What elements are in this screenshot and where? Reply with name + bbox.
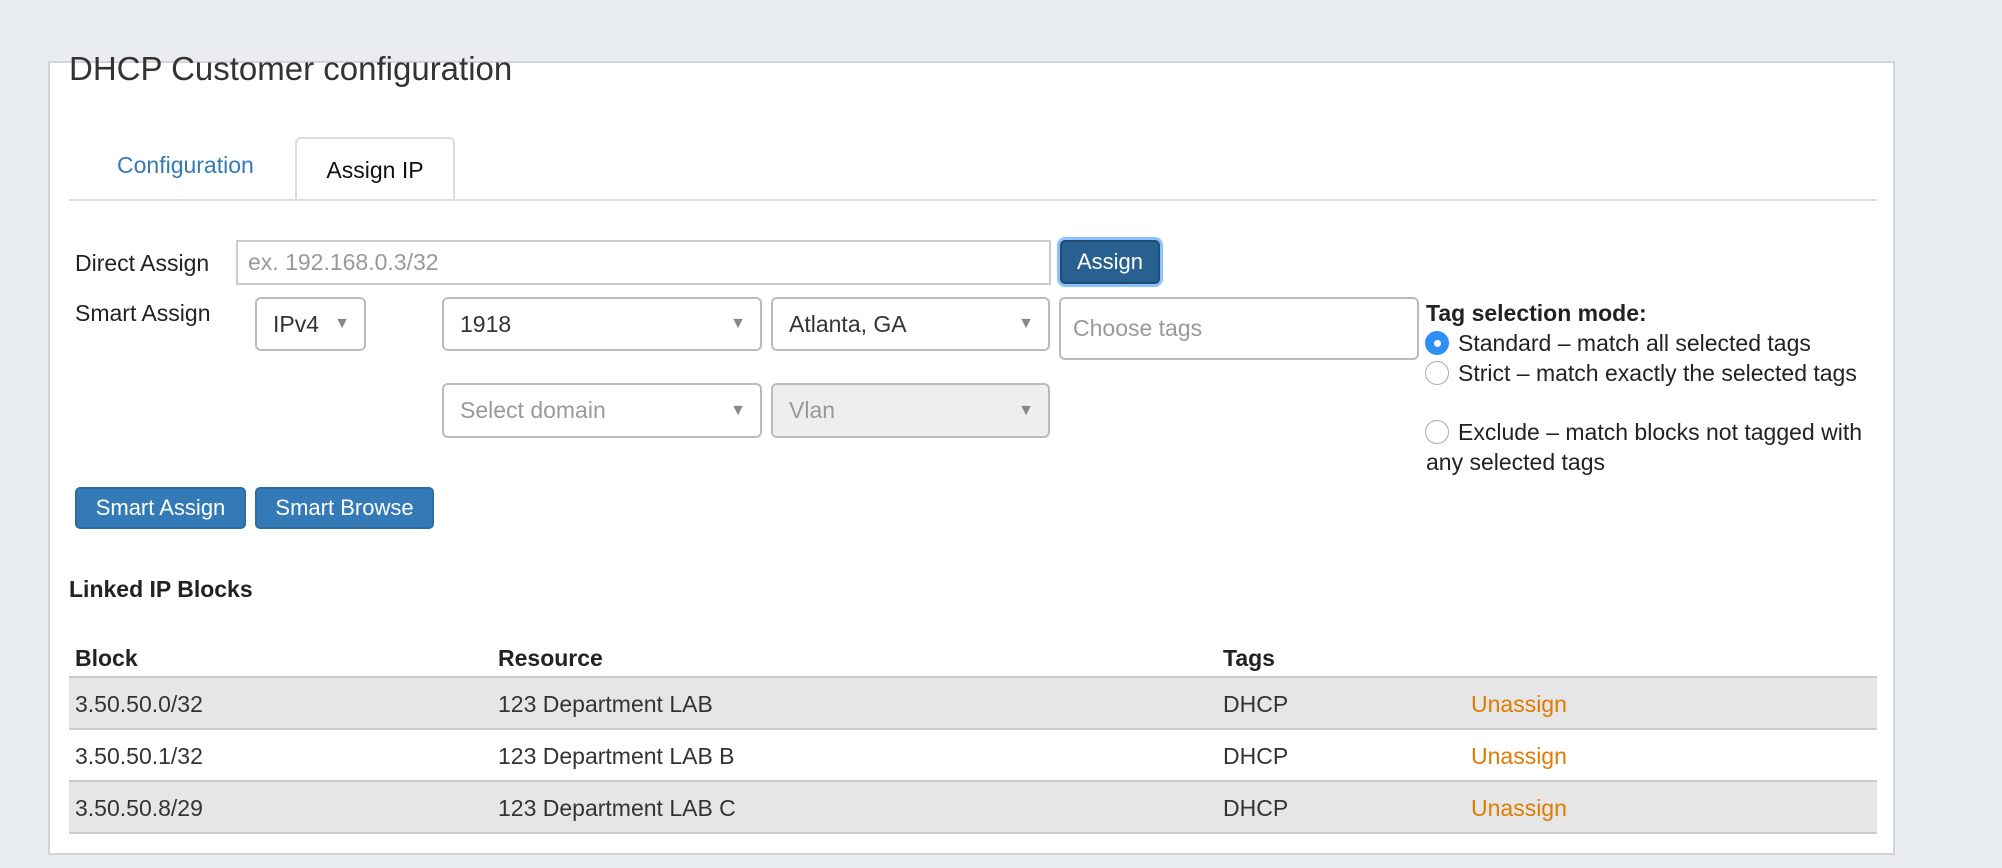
cell-tags: DHCP xyxy=(1223,743,1289,769)
cell-resource: 123 Department LAB xyxy=(498,691,713,717)
direct-assign-label: Direct Assign xyxy=(75,250,210,276)
table-row: 3.50.50.0/32 123 Department LAB DHCP Una… xyxy=(69,678,1877,730)
chevron-down-icon: ▼ xyxy=(1018,401,1034,419)
domain-placeholder: Select domain xyxy=(460,397,606,423)
smart-assign-label: Smart Assign xyxy=(75,300,211,326)
domain-select[interactable]: Select domain ▼ xyxy=(442,383,762,438)
column-header-block: Block xyxy=(75,645,138,671)
chevron-down-icon: ▼ xyxy=(1018,315,1034,332)
vlan-placeholder: Vlan xyxy=(789,397,836,423)
radio-strict-label: Strict – match exactly the selected tags xyxy=(1458,360,1857,386)
chevron-down-icon: ▼ xyxy=(730,315,746,332)
ip-version-value: IPv4 xyxy=(273,310,320,337)
table-row: 3.50.50.1/32 123 Department LAB B DHCP U… xyxy=(69,730,1877,782)
pool-value: 1918 xyxy=(460,310,512,337)
cell-tags: DHCP xyxy=(1223,795,1289,821)
radio-exclude-label: Exclude – match blocks not tagged with a… xyxy=(1426,419,1863,475)
location-select[interactable]: Atlanta, GA ▼ xyxy=(771,297,1050,351)
table-header-border xyxy=(69,676,1877,678)
radio-exclude[interactable] xyxy=(1425,420,1449,444)
ip-version-select[interactable]: IPv4 ▼ xyxy=(255,297,366,351)
cell-block: 3.50.50.8/29 xyxy=(75,795,203,821)
radio-strict[interactable] xyxy=(1425,361,1449,385)
cell-resource: 123 Department LAB B xyxy=(498,743,735,769)
smart-browse-button[interactable]: Smart Browse xyxy=(255,487,434,529)
chevron-down-icon: ▼ xyxy=(334,315,350,332)
tag-mode-title: Tag selection mode: xyxy=(1426,300,1647,326)
table-row: 3.50.50.8/29 123 Department LAB C DHCP U… xyxy=(69,782,1877,834)
cell-tags: DHCP xyxy=(1223,691,1289,717)
tab-divider xyxy=(69,199,1877,201)
radio-standard-label: Standard – match all selected tags xyxy=(1458,330,1811,356)
smart-assign-button[interactable]: Smart Assign xyxy=(75,487,246,529)
unassign-link[interactable]: Unassign xyxy=(1471,743,1567,769)
tags-placeholder: Choose tags xyxy=(1073,315,1203,341)
tab-assign-ip[interactable]: Assign IP xyxy=(295,137,455,201)
unassign-link[interactable]: Unassign xyxy=(1471,691,1567,717)
unassign-link[interactable]: Unassign xyxy=(1471,795,1567,821)
pool-select[interactable]: 1918 ▼ xyxy=(442,297,762,351)
chevron-down-icon: ▼ xyxy=(730,401,746,419)
column-header-tags: Tags xyxy=(1223,645,1275,671)
tags-input[interactable]: Choose tags xyxy=(1059,297,1419,360)
cell-resource: 123 Department LAB C xyxy=(498,795,736,821)
linked-blocks-title: Linked IP Blocks xyxy=(69,576,253,602)
column-header-resource: Resource xyxy=(498,645,603,671)
assign-button[interactable]: Assign xyxy=(1060,240,1160,284)
cell-block: 3.50.50.1/32 xyxy=(75,743,203,769)
tab-configuration[interactable]: Configuration xyxy=(117,152,254,178)
vlan-select: Vlan ▼ xyxy=(771,383,1050,438)
cell-block: 3.50.50.0/32 xyxy=(75,691,203,717)
direct-assign-input[interactable]: ex. 192.168.0.3/32 xyxy=(236,240,1051,285)
page-title: DHCP Customer configuration xyxy=(69,50,513,87)
radio-standard[interactable] xyxy=(1425,331,1449,355)
direct-assign-placeholder: ex. 192.168.0.3/32 xyxy=(248,249,439,275)
location-value: Atlanta, GA xyxy=(789,310,907,337)
